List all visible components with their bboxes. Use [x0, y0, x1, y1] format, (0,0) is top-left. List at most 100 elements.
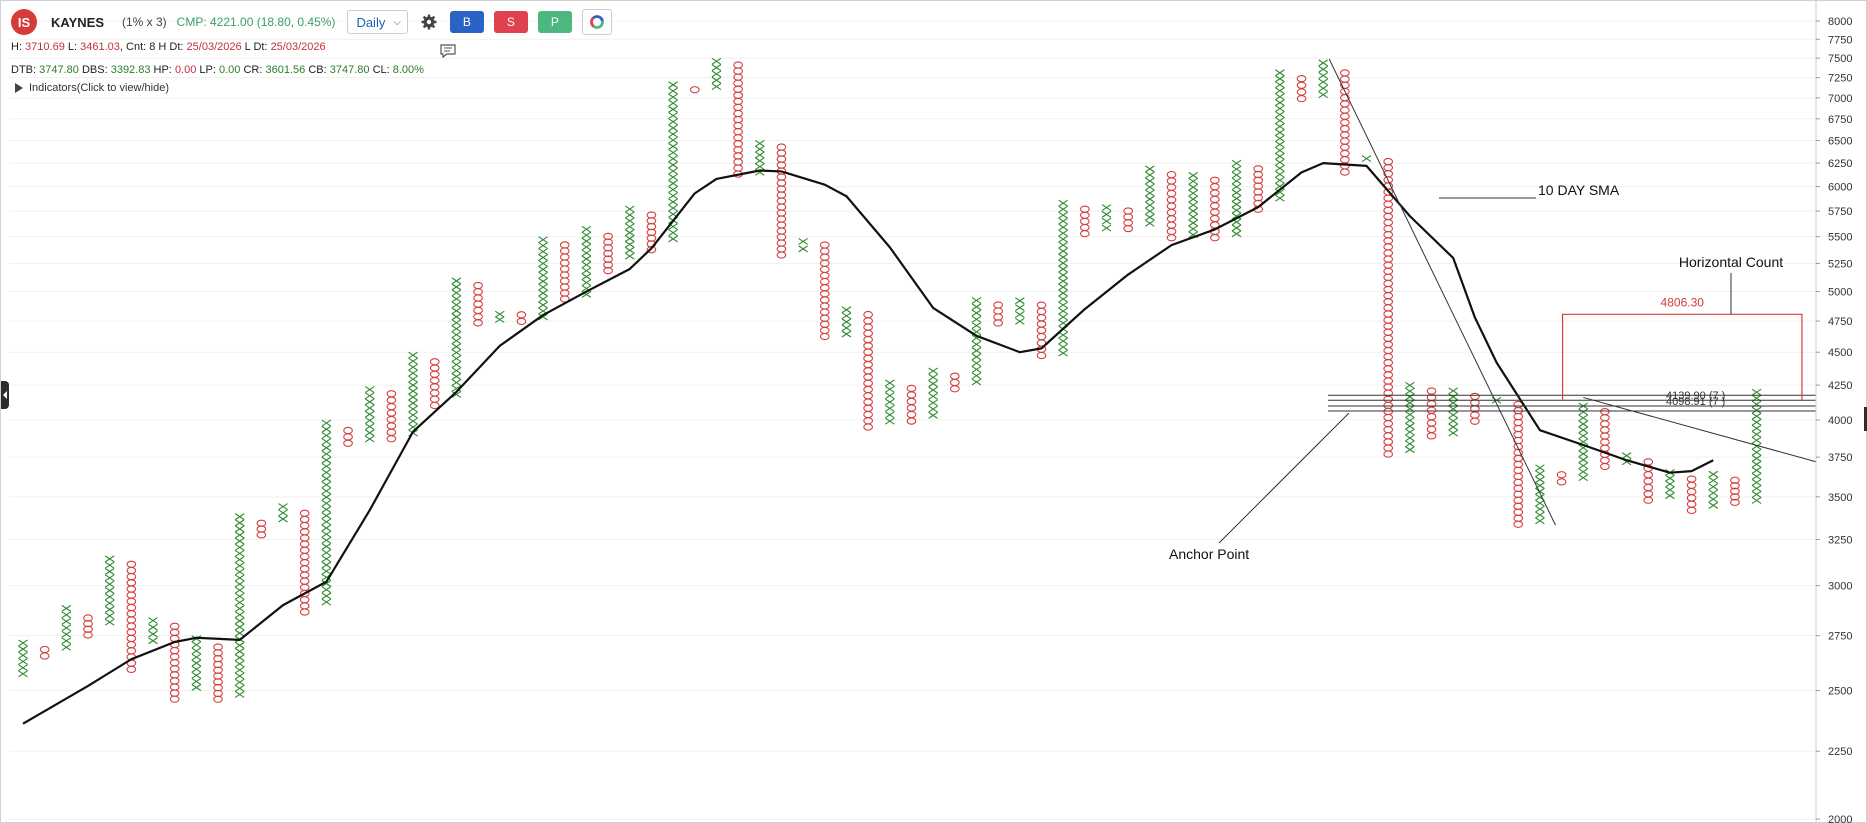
- x-column[interactable]: [1231, 159, 1242, 238]
- trendline-upper[interactable]: [1583, 396, 1817, 463]
- x-box: [321, 468, 332, 476]
- x-column[interactable]: [1665, 469, 1675, 500]
- x-column[interactable]: [494, 310, 505, 324]
- x-box: [364, 423, 375, 431]
- symbol-name[interactable]: KAYNES: [51, 14, 104, 30]
- o-column[interactable]: [1556, 471, 1567, 486]
- x-column[interactable]: [1361, 155, 1372, 162]
- timeframe-select[interactable]: Daily ⌵: [347, 10, 408, 34]
- p-button[interactable]: P: [537, 11, 572, 33]
- x-column[interactable]: [1535, 464, 1545, 525]
- x-column[interactable]: [1708, 470, 1719, 509]
- x-column[interactable]: [321, 419, 332, 606]
- o-column[interactable]: [1686, 475, 1697, 515]
- o-column[interactable]: [429, 358, 440, 410]
- o-column[interactable]: [689, 86, 700, 94]
- right-panel-handle[interactable]: [1864, 407, 1867, 431]
- o-column[interactable]: [213, 643, 223, 703]
- x-column[interactable]: [1751, 388, 1762, 504]
- x-column[interactable]: [234, 513, 245, 698]
- o-column[interactable]: [1036, 301, 1047, 360]
- o-column[interactable]: [169, 622, 180, 703]
- o-column[interactable]: [863, 310, 873, 431]
- x-column[interactable]: [884, 379, 895, 425]
- x-column[interactable]: [1318, 59, 1329, 99]
- x-column[interactable]: [1578, 402, 1589, 482]
- x-column[interactable]: [61, 604, 72, 651]
- indicators-toggle[interactable]: Indicators(Click to view/hide): [15, 82, 169, 94]
- o-column[interactable]: [776, 143, 787, 259]
- o-column[interactable]: [1296, 74, 1307, 103]
- x-column[interactable]: [104, 555, 115, 626]
- o-box: [213, 695, 223, 703]
- o-column[interactable]: [516, 311, 527, 326]
- o-column[interactable]: [256, 519, 267, 539]
- x-column[interactable]: [191, 635, 202, 691]
- x-column[interactable]: [1015, 297, 1025, 325]
- o-column[interactable]: [559, 241, 570, 303]
- o-column[interactable]: [1600, 407, 1610, 471]
- x-column[interactable]: [754, 139, 765, 176]
- o-column[interactable]: [1426, 387, 1437, 440]
- x-column[interactable]: [1145, 165, 1155, 227]
- o-column[interactable]: [646, 211, 657, 254]
- o-column[interactable]: [993, 301, 1004, 327]
- horizontal-count-box[interactable]: [1561, 313, 1803, 401]
- buy-button[interactable]: B: [449, 11, 484, 33]
- x-column[interactable]: [408, 351, 418, 437]
- o-column[interactable]: [1079, 205, 1090, 238]
- x-column[interactable]: [364, 386, 375, 443]
- gear-icon[interactable]: [418, 11, 440, 33]
- o-column[interactable]: [1470, 392, 1480, 425]
- o-column[interactable]: [83, 614, 93, 639]
- x-column[interactable]: [1188, 171, 1198, 239]
- x-column[interactable]: [624, 205, 635, 260]
- o-column[interactable]: [1383, 157, 1394, 458]
- o-column[interactable]: [949, 372, 960, 393]
- x-column[interactable]: [148, 617, 158, 645]
- o-column[interactable]: [1340, 69, 1350, 176]
- x-column[interactable]: [18, 639, 28, 678]
- x-column[interactable]: [798, 237, 808, 253]
- o-column[interactable]: [1166, 170, 1177, 242]
- o-column[interactable]: [473, 281, 483, 327]
- trendline-down[interactable]: [1328, 58, 1557, 526]
- o-column[interactable]: [906, 384, 917, 425]
- o-column[interactable]: [1513, 400, 1524, 528]
- o-column[interactable]: [299, 509, 310, 616]
- x-column[interactable]: [971, 297, 982, 386]
- x-column[interactable]: [1058, 199, 1068, 357]
- o-column[interactable]: [39, 645, 50, 660]
- o-column[interactable]: [1123, 207, 1134, 233]
- comment-icon[interactable]: [439, 43, 457, 59]
- o-column[interactable]: [126, 560, 137, 673]
- x-column[interactable]: [711, 57, 722, 91]
- o-column[interactable]: [1253, 165, 1264, 213]
- o-column[interactable]: [343, 426, 353, 447]
- x-column[interactable]: [928, 367, 938, 419]
- x-column[interactable]: [1101, 204, 1112, 232]
- o-column[interactable]: [819, 241, 830, 341]
- x-column[interactable]: [668, 81, 678, 243]
- o-column[interactable]: [733, 61, 743, 178]
- sell-button[interactable]: S: [493, 11, 528, 33]
- x-column[interactable]: [538, 236, 548, 321]
- x-column[interactable]: [1275, 69, 1285, 202]
- x-column[interactable]: [1405, 381, 1415, 454]
- ring-chart-button[interactable]: [581, 9, 612, 35]
- o-column[interactable]: [603, 232, 613, 275]
- o-column[interactable]: [1730, 476, 1740, 507]
- x-column[interactable]: [581, 225, 592, 298]
- x-column[interactable]: [1448, 387, 1459, 437]
- x-column[interactable]: [451, 277, 462, 398]
- sma-line[interactable]: [22, 162, 1714, 725]
- x-column[interactable]: [841, 306, 852, 338]
- logo[interactable]: IS: [11, 9, 37, 35]
- o-column[interactable]: [1209, 176, 1220, 242]
- o-column[interactable]: [386, 390, 397, 443]
- o-column[interactable]: [1643, 458, 1654, 504]
- left-panel-toggle[interactable]: [1, 381, 9, 409]
- x-column[interactable]: [278, 503, 288, 523]
